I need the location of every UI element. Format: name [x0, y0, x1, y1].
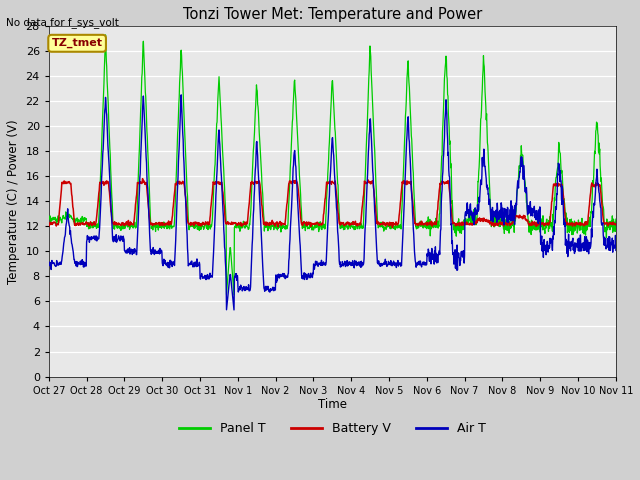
Text: No data for f_sys_volt: No data for f_sys_volt — [6, 17, 119, 28]
Legend: Panel T, Battery V, Air T: Panel T, Battery V, Air T — [174, 418, 491, 441]
X-axis label: Time: Time — [318, 398, 347, 411]
Text: TZ_tmet: TZ_tmet — [52, 38, 102, 48]
Title: Tonzi Tower Met: Temperature and Power: Tonzi Tower Met: Temperature and Power — [182, 7, 482, 22]
Y-axis label: Temperature (C) / Power (V): Temperature (C) / Power (V) — [7, 119, 20, 284]
